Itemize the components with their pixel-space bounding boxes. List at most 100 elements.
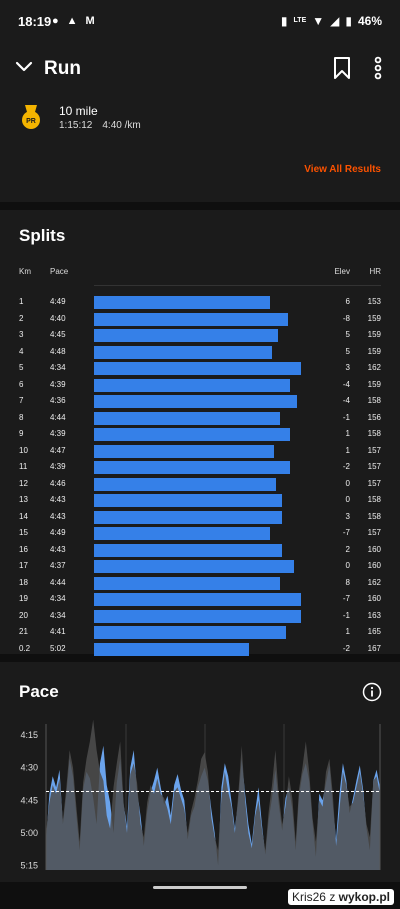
split-row: 12 4:46 0 157 — [0, 476, 400, 493]
split-row: 16 4:43 2 160 — [0, 542, 400, 559]
split-elev: 2 — [345, 544, 350, 554]
split-km: 2 — [19, 313, 24, 323]
home-gesture-handle[interactable] — [153, 886, 247, 889]
split-pace: 4:39 — [50, 429, 66, 438]
watermark: Kris26 z wykop.pl — [287, 889, 394, 905]
view-all-results-link[interactable]: View All Results — [304, 164, 381, 175]
navigation-bar: Kris26 z wykop.pl — [0, 882, 400, 909]
split-elev: 0 — [345, 495, 350, 504]
elev-header: Elev — [334, 267, 350, 276]
info-icon[interactable] — [362, 682, 382, 702]
split-row: 9 4:39 1 158 — [0, 426, 400, 443]
split-km: 3 — [19, 330, 24, 339]
split-pace: 4:49 — [50, 297, 66, 306]
split-km: 16 — [19, 544, 28, 554]
status-time: 18:19 — [18, 14, 52, 29]
split-bar — [94, 642, 249, 656]
split-row: 5 4:34 3 162 — [0, 360, 400, 377]
split-hr: 159 — [367, 330, 381, 339]
pace-chart: 4:15 4:30 4:45 5:00 5:15 — [20, 720, 381, 871]
split-pace: 4:40 — [50, 313, 66, 323]
split-km: 1 — [19, 297, 24, 306]
split-hr: 157 — [367, 445, 381, 455]
split-hr: 153 — [367, 297, 381, 306]
split-pace: 4:47 — [50, 445, 66, 455]
km-header: Km — [19, 267, 31, 276]
watermark-brand: wykop.pl — [338, 890, 390, 904]
pr-time: 1:15:12 — [59, 120, 93, 131]
split-bar — [94, 543, 282, 557]
split-km: 12 — [19, 478, 28, 488]
split-row: 14 4:43 3 158 — [0, 509, 400, 526]
split-elev: 8 — [345, 577, 350, 587]
split-elev: 0 — [345, 478, 350, 488]
split-hr: 159 — [367, 313, 381, 323]
split-row: 2 4:40 -8 159 — [0, 311, 400, 328]
chevron-down-icon[interactable] — [14, 56, 34, 76]
split-bar — [94, 345, 272, 359]
split-hr: 158 — [367, 495, 381, 504]
split-elev: -2 — [342, 462, 350, 471]
split-km: 10 — [19, 445, 28, 455]
split-hr: 158 — [367, 396, 381, 405]
split-hr: 163 — [367, 610, 381, 620]
split-row: 3 4:45 5 159 — [0, 327, 400, 344]
split-hr: 159 — [367, 346, 381, 356]
wifi-icon: ▼ — [312, 14, 325, 28]
split-km: 4 — [19, 346, 24, 356]
split-km: 17 — [19, 561, 28, 570]
splits-table: 1 4:49 6 153 2 4:40 -8 159 3 4:45 5 159 4 4:48 5 159 5 4:… — [0, 294, 400, 657]
strava-icon: ▲ — [66, 15, 78, 27]
split-row: 15 4:49 -7 157 — [0, 525, 400, 542]
split-hr: 167 — [367, 643, 381, 653]
split-km: 9 — [19, 429, 24, 438]
split-elev: 5 — [345, 346, 350, 356]
split-bar — [94, 510, 282, 524]
split-bar — [94, 411, 280, 425]
split-bar — [94, 560, 294, 573]
split-km: 15 — [19, 528, 28, 537]
split-bar — [94, 296, 270, 309]
split-km: 13 — [19, 495, 28, 504]
split-elev: -8 — [342, 313, 350, 323]
split-km: 0.2 — [19, 643, 31, 653]
split-pace: 5:02 — [50, 643, 66, 653]
split-elev: 0 — [345, 561, 350, 570]
splits-divider — [94, 285, 381, 286]
hr-header: HR — [369, 267, 381, 276]
split-row: 21 4:41 1 165 — [0, 624, 400, 641]
split-row: 8 4:44 -1 156 — [0, 410, 400, 427]
pace-area-series — [46, 720, 380, 870]
split-hr: 160 — [367, 561, 381, 570]
splits-section: Splits Km Pace Elev HR 1 4:49 6 153 2 4:40 -8 1… — [0, 210, 400, 657]
split-elev: -7 — [342, 528, 350, 537]
split-bar — [94, 593, 301, 606]
y-tick-label: 5:00 — [20, 828, 38, 838]
split-bar — [94, 395, 297, 408]
split-elev: 1 — [345, 429, 350, 438]
split-elev: 3 — [345, 511, 350, 521]
split-pace: 4:39 — [50, 379, 66, 389]
split-bar — [94, 477, 276, 491]
bookmark-icon[interactable] — [332, 56, 352, 80]
split-km: 14 — [19, 511, 28, 521]
battery-percent: 46% — [357, 14, 382, 28]
split-bar — [94, 461, 290, 474]
split-km: 19 — [19, 594, 28, 603]
split-row: 0.2 5:02 -2 167 — [0, 641, 400, 658]
split-elev: -7 — [342, 594, 350, 603]
split-km: 11 — [19, 462, 28, 471]
split-row: 1 4:49 6 153 — [0, 294, 400, 311]
split-hr: 157 — [367, 528, 381, 537]
split-hr: 157 — [367, 478, 381, 488]
pr-stats: 1:15:12 4:40 /km — [59, 120, 141, 131]
more-options-icon[interactable] — [368, 56, 388, 80]
split-bar — [94, 362, 301, 375]
split-pace: 4:34 — [50, 594, 66, 603]
split-elev: -1 — [342, 412, 350, 422]
split-hr: 158 — [367, 429, 381, 438]
notification-icons: ● ▲ M — [52, 15, 95, 27]
split-pace: 4:34 — [50, 363, 66, 372]
split-row: 4 4:48 5 159 — [0, 344, 400, 361]
facebook-icon: ● — [52, 15, 59, 27]
